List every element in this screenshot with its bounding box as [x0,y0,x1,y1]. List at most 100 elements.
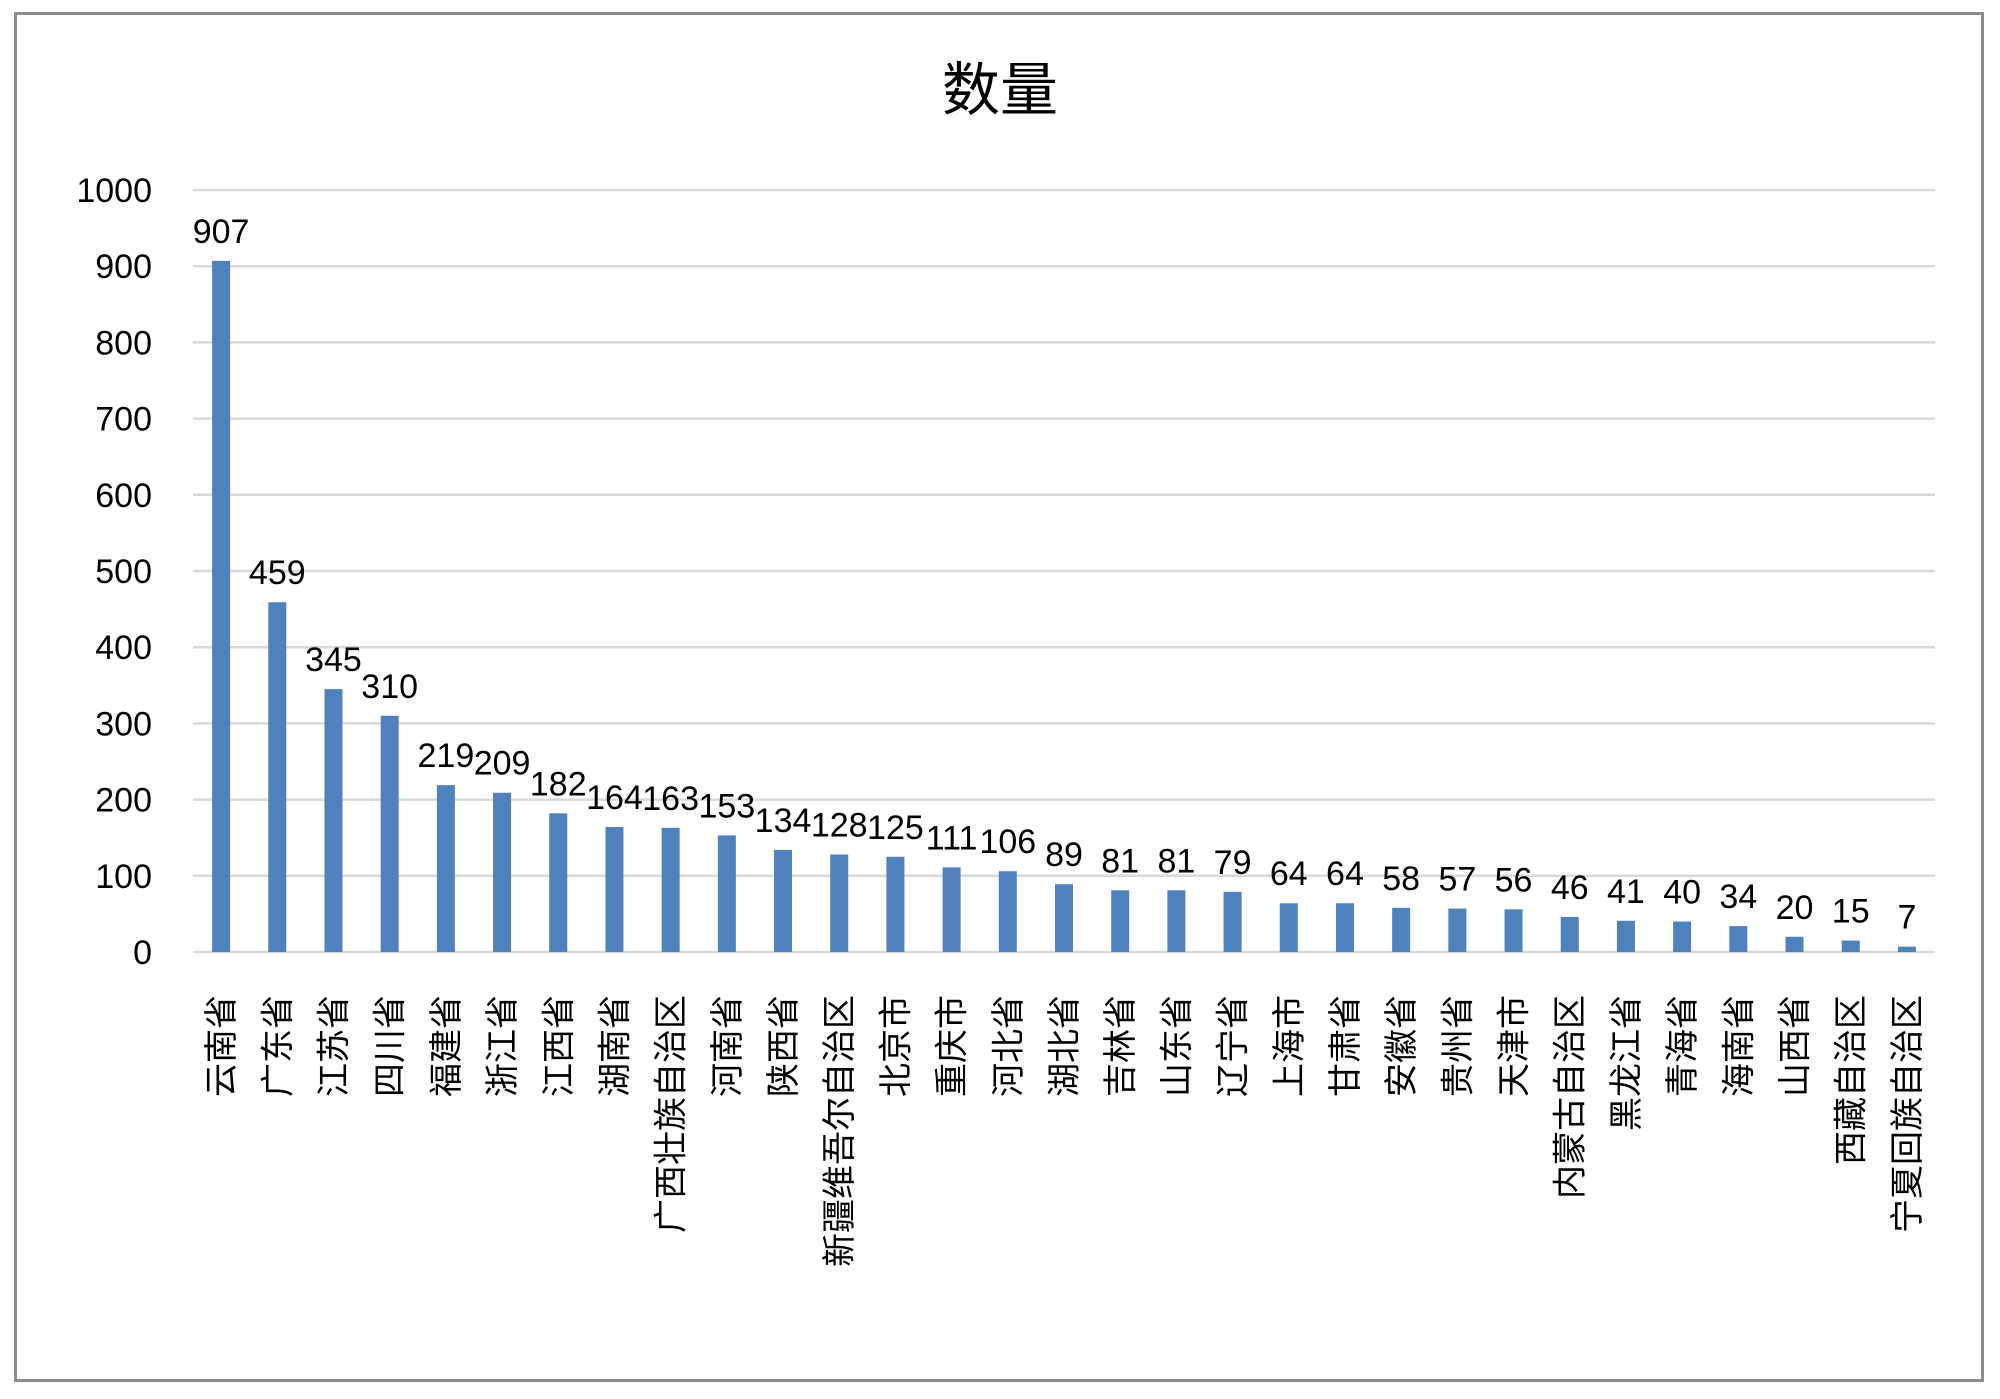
data-label: 128 [811,806,868,844]
gridlines [193,188,1935,954]
data-label: 310 [361,668,418,706]
data-label: 64 [1326,855,1364,893]
x-tick-label: 陕西省 [764,995,804,1097]
bar [717,835,736,952]
y-tick-label: 1000 [76,172,152,210]
y-tick-label: 200 [95,782,152,820]
x-tick-label: 湖北省 [1045,995,1085,1097]
bars [212,260,1916,953]
data-label: 907 [193,213,250,251]
x-tick-label: 黑龙江省 [1607,995,1647,1131]
bar [661,827,680,952]
x-tick-label: 北京市 [876,995,916,1097]
x-tick-label: 福建省 [427,995,467,1097]
x-tick-label: 广西壮族自治区 [652,995,692,1233]
data-label: 41 [1607,873,1645,911]
x-tick-label: 海南省 [1719,995,1759,1097]
bar [324,689,343,952]
x-axis-labels: 云南省 广东省 江苏省 四川省 福建省 浙江省 江西省 湖南省 广西壮族自治区 河南省 陕西省 新疆维… [202,995,1928,1267]
bar [942,867,961,952]
y-tick-label: 400 [95,629,152,667]
data-label: 56 [1495,861,1533,899]
bar [493,792,512,952]
data-label: 134 [755,802,812,840]
bar [830,854,849,952]
bar [1055,884,1073,952]
data-label: 57 [1438,861,1476,899]
data-label: 15 [1832,893,1870,931]
data-label: 46 [1551,869,1589,907]
bar [1729,926,1748,952]
y-tick-label: 900 [95,248,152,286]
data-label: 459 [249,554,306,592]
bar [1111,890,1130,952]
x-tick-label: 安徽省 [1382,995,1422,1097]
bar [1167,890,1186,952]
data-label: 111 [926,819,978,857]
x-tick-label: 河南省 [708,995,748,1097]
data-label: 153 [698,787,755,825]
data-label: 79 [1214,844,1252,882]
bar [1223,891,1242,952]
bar [1897,946,1916,952]
data-label: 81 [1101,842,1139,880]
x-tick-label: 吉林省 [1101,995,1141,1097]
x-tick-label: 湖南省 [595,995,635,1097]
x-tick-label: 内蒙古自治区 [1551,995,1591,1199]
bar [1392,907,1411,952]
x-tick-label: 山西省 [1776,995,1816,1097]
y-tick-label: 600 [95,477,152,515]
x-tick-label: 广东省 [258,995,298,1097]
x-tick-label: 浙江省 [483,995,523,1097]
bar [212,260,231,953]
bar [774,849,793,952]
data-label: 81 [1157,842,1195,880]
data-label: 345 [305,641,362,679]
bar [1673,921,1692,952]
bar [1335,903,1354,952]
data-label: 89 [1045,836,1083,874]
x-tick-label: 江苏省 [314,995,354,1097]
x-tick-label: 辽宁省 [1214,995,1254,1097]
bar [549,813,568,952]
data-label: 64 [1270,855,1308,893]
y-tick-label: 500 [95,553,152,591]
x-tick-label: 天津市 [1495,995,1535,1097]
x-tick-label: 贵州省 [1438,995,1478,1097]
x-tick-label: 上海市 [1270,995,1310,1097]
data-label: 58 [1382,860,1420,898]
bar [1504,909,1523,952]
x-tick-label: 云南省 [202,995,242,1097]
data-label: 40 [1663,874,1701,912]
y-tick-label: 800 [95,324,152,362]
bar [380,715,399,952]
x-tick-label: 山东省 [1157,995,1197,1097]
y-axis-ticks: 0 100 200 300 400 500 600 700 800 900 1000 [76,172,152,972]
x-tick-label: 甘肃省 [1326,995,1366,1097]
bar [1560,916,1579,952]
x-tick-label: 重庆市 [933,995,973,1097]
data-label: 106 [979,823,1036,861]
data-label: 34 [1719,878,1757,916]
y-tick-label: 100 [95,858,152,896]
data-label: 7 [1897,899,1916,937]
x-tick-label: 河北省 [989,995,1029,1097]
data-label: 125 [867,809,924,847]
data-label: 209 [474,745,531,783]
bar [1841,940,1860,952]
data-label: 20 [1776,889,1814,927]
chart-title: 数量 [942,56,1058,124]
bar [1785,936,1804,952]
data-label: 163 [642,780,699,818]
bar [998,871,1017,952]
x-tick-label: 西藏自治区 [1832,995,1872,1165]
x-tick-label: 四川省 [371,995,411,1097]
x-tick-label: 青海省 [1663,995,1703,1097]
y-tick-label: 0 [133,934,152,972]
bar [605,827,624,952]
y-tick-label: 700 [95,401,152,439]
data-label: 219 [418,737,475,775]
bar [1448,908,1467,952]
x-tick-label: 江西省 [539,995,579,1097]
